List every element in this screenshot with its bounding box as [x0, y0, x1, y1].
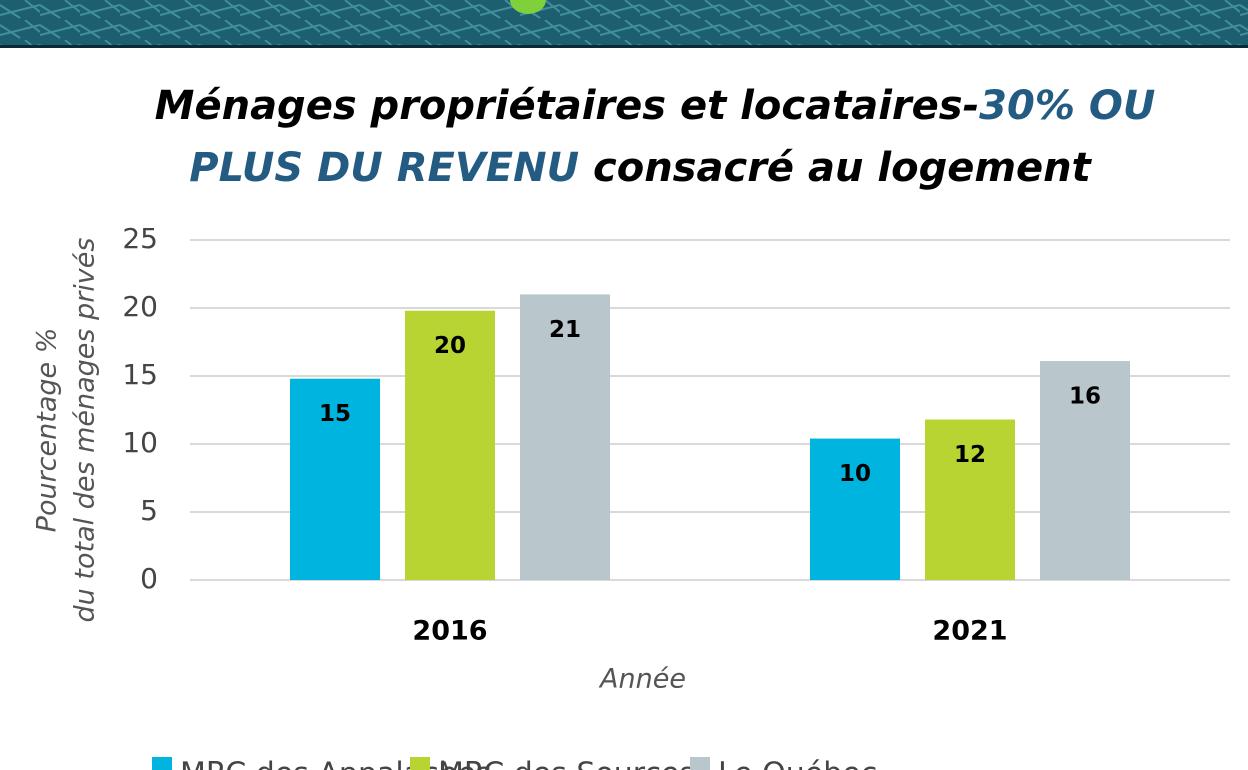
bar	[405, 310, 495, 580]
bar	[1040, 361, 1130, 580]
x-tick-label: 2021	[932, 616, 1007, 647]
y-tick-label: 25	[122, 222, 158, 255]
banner	[0, 0, 1248, 46]
bar	[810, 438, 900, 580]
value-label: 15	[319, 401, 351, 427]
value-label: 20	[434, 333, 466, 359]
legend-swatch	[410, 757, 430, 770]
legend-label: MRC des Sources	[438, 757, 695, 770]
title-part: Ménages propriétaires et locataires-	[155, 83, 980, 129]
banner-icon	[510, 0, 546, 14]
bar	[520, 294, 610, 580]
bar	[925, 419, 1015, 580]
y-tick-label: 5	[140, 494, 158, 527]
legend-swatch	[152, 757, 172, 770]
y-tick-label: 15	[122, 358, 158, 391]
value-label: 10	[839, 461, 871, 487]
y-tick-label: 0	[140, 562, 158, 595]
x-tick-label: 2016	[412, 616, 487, 647]
value-label: 21	[549, 317, 581, 343]
y-tick-label: 10	[122, 426, 158, 459]
title-highlight: PLUS DU REVENU	[189, 145, 579, 191]
x-axis-label: Année	[598, 664, 686, 695]
bar	[290, 378, 380, 580]
title-highlight: 30% OU	[979, 83, 1155, 129]
legend-label: Le Québec	[718, 757, 877, 770]
title-part: consacré au logement	[593, 145, 1093, 191]
chart-title: PLUS DU REVENU consacré au logement	[189, 145, 1092, 191]
value-label: 12	[954, 442, 986, 468]
value-label: 16	[1069, 384, 1101, 410]
y-tick-label: 20	[122, 290, 158, 323]
y-axis-label: du total des ménages privés	[70, 238, 101, 623]
chart-title: Ménages propriétaires et locataires-30% …	[155, 83, 1156, 129]
legend-swatch	[690, 757, 710, 770]
y-axis-label: Pourcentage %	[32, 328, 63, 533]
